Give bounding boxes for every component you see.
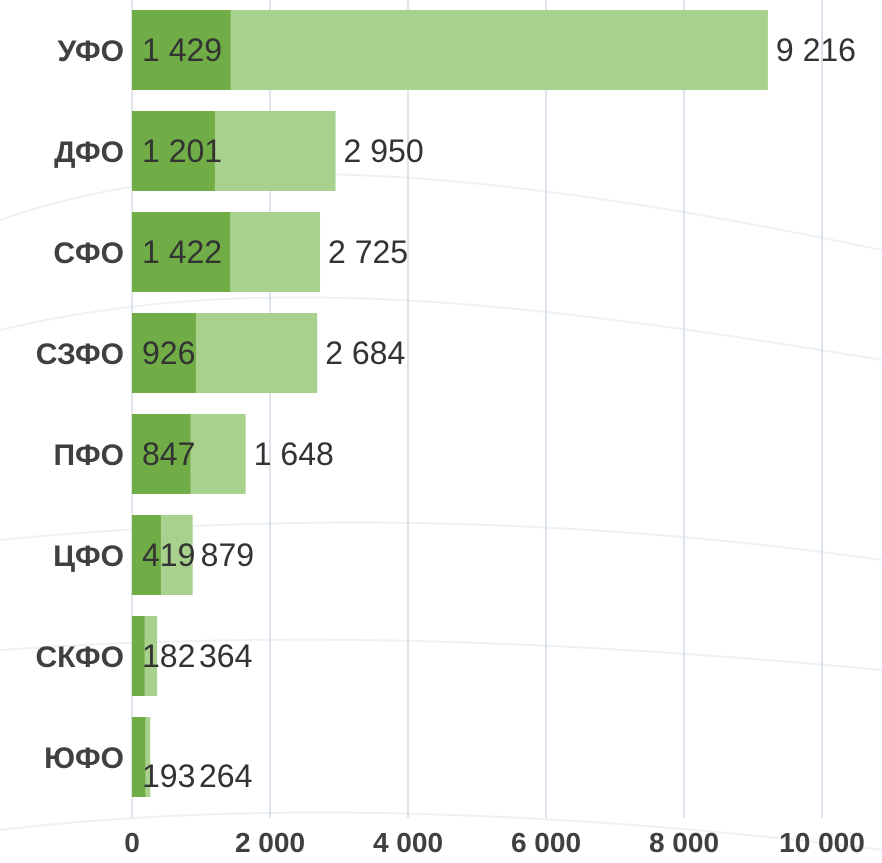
bar-inner [132,10,231,90]
value-label-inner: 193 [142,758,195,794]
category-label: ЮФО [44,742,124,775]
value-label-outer: 1 648 [254,436,334,472]
value-label-inner: 1 201 [142,133,222,169]
category-label: СФО [53,237,124,270]
bar-inner [132,616,145,696]
value-label-outer: 2 725 [328,234,408,270]
value-label-inner: 847 [142,436,195,472]
bar-inner [132,313,196,393]
bar-outer [132,10,768,90]
value-label-outer: 364 [199,638,252,674]
x-tick-label: 8 000 [649,827,719,858]
x-tick-label: 2 000 [235,827,305,858]
bar-inner [132,414,191,494]
value-label-outer: 2 684 [325,335,405,371]
value-label-inner: 1 422 [142,234,222,270]
category-label: ЦФО [53,540,124,573]
category-label: УФО [58,35,124,68]
bar-inner [132,515,161,595]
value-label-outer: 264 [199,758,252,794]
x-tick-label: 10 000 [779,827,865,858]
value-label-outer: 2 950 [344,133,424,169]
x-tick-label: 4 000 [373,827,443,858]
value-labels: 1 429 9 216 1 201 2 950 1 422 2 725 926 2 684 84… [142,32,856,794]
value-label-inner: 419 [142,537,195,573]
value-label-inner: 1 429 [142,32,222,68]
category-label: ПФО [53,439,124,472]
bar-inner [132,212,231,292]
value-label-inner: 182 [142,638,195,674]
value-label-outer: 879 [201,537,254,573]
category-label: СЗФО [36,338,124,371]
x-axis-ticks: 0 2 000 4 000 6 000 8 000 10 000 [124,827,865,858]
category-labels: УФО ДФО СФО СЗФО ПФО ЦФО СКФО ЮФО [35,35,124,775]
bars [132,10,768,797]
category-label: СКФО [35,641,124,674]
value-label-outer: 9 216 [776,32,856,68]
x-tick-label: 0 [124,827,140,858]
value-label-inner: 926 [142,335,195,371]
background-waves [0,173,882,851]
bar-inner [132,111,215,191]
x-tick-label: 6 000 [511,827,581,858]
category-label: ДФО [54,136,124,169]
bar-inner [132,717,146,797]
